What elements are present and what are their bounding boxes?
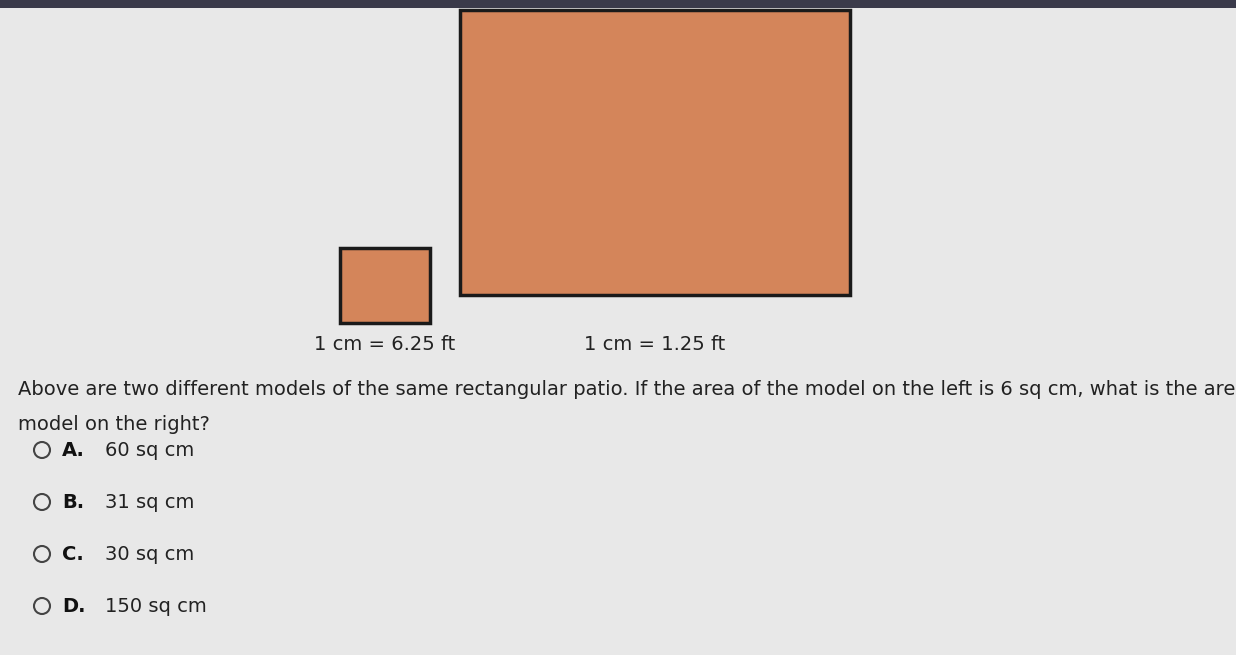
- Text: Above are two different models of the same rectangular patio. If the area of the: Above are two different models of the sa…: [19, 380, 1236, 399]
- Bar: [0, 0, 1236, 8]
- Text: C.: C.: [62, 544, 84, 563]
- Text: 30 sq cm: 30 sq cm: [105, 544, 194, 563]
- Bar: [340, 248, 430, 323]
- Text: A.: A.: [62, 441, 85, 460]
- Text: 150 sq cm: 150 sq cm: [105, 597, 206, 616]
- Text: model on the right?: model on the right?: [19, 415, 210, 434]
- Text: 1 cm = 6.25 ft: 1 cm = 6.25 ft: [314, 335, 456, 354]
- Text: 1 cm = 1.25 ft: 1 cm = 1.25 ft: [585, 335, 726, 354]
- Text: 60 sq cm: 60 sq cm: [105, 441, 194, 460]
- Text: D.: D.: [62, 597, 85, 616]
- Text: 31 sq cm: 31 sq cm: [105, 493, 194, 512]
- Text: B.: B.: [62, 493, 84, 512]
- Bar: [460, 10, 850, 295]
